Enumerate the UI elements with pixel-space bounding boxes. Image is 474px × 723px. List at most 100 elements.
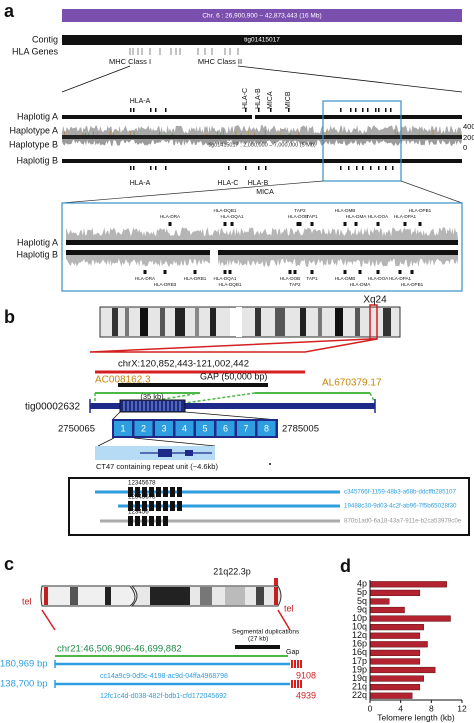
label: Chr. 6 : 26,900,900 – 42,873,443 (16 Mb) xyxy=(202,13,321,20)
haplotig-bar xyxy=(62,115,252,119)
gene-tick xyxy=(245,166,247,170)
label: Haplotig B xyxy=(16,249,58,259)
label: MICA xyxy=(256,189,274,196)
connector xyxy=(41,609,56,631)
bar xyxy=(369,641,428,648)
exon xyxy=(185,450,193,456)
y-tick-label: 5p xyxy=(357,587,367,597)
repeat-unit xyxy=(170,501,175,511)
band xyxy=(44,587,48,605)
gene-tick xyxy=(163,270,167,274)
label: Haplotig A xyxy=(17,111,58,121)
gene-tick xyxy=(362,108,364,112)
gene-tick xyxy=(375,108,377,112)
connector xyxy=(184,411,279,421)
label: 12345678 xyxy=(128,480,156,487)
panel-label: a xyxy=(4,1,15,21)
band xyxy=(230,308,238,336)
label: 2 xyxy=(141,423,146,433)
gene-tick xyxy=(376,222,380,226)
connector xyxy=(369,392,376,404)
repeat-unit xyxy=(142,501,147,511)
y-tick-label: 16q xyxy=(352,647,367,657)
label: chr21:46,506,906-46,699,882 xyxy=(57,644,182,655)
repeat-unit xyxy=(163,516,168,526)
gene-tick xyxy=(150,166,152,170)
label: Haplotig A xyxy=(17,237,58,247)
x-tick-label: 12 xyxy=(457,703,467,713)
gene-tick xyxy=(133,166,135,170)
gene-tick xyxy=(355,108,357,112)
label: HLA-DRB3 xyxy=(154,282,177,287)
telomere xyxy=(297,680,299,688)
repeat-unit xyxy=(163,501,168,511)
gene-tick xyxy=(133,108,135,112)
gene-tick xyxy=(143,270,147,274)
label: HLA-DRA xyxy=(135,276,156,281)
gene-tick xyxy=(348,166,350,170)
gene-tick xyxy=(150,108,152,112)
label: AL670379.17 xyxy=(322,378,382,389)
gene-tick xyxy=(392,166,394,170)
label: 21q22.3p xyxy=(213,566,251,576)
label: Haplotype A xyxy=(9,125,58,135)
label: GAP (50,000 bp) xyxy=(200,371,267,381)
repeat-unit xyxy=(156,487,161,497)
panel-label: b xyxy=(4,307,15,327)
y-tick-label: 17p xyxy=(352,656,367,666)
haplotig-bar xyxy=(66,250,210,255)
coverage xyxy=(62,125,462,137)
label: 8 xyxy=(264,423,269,433)
label: (27 kb) xyxy=(248,636,268,643)
band xyxy=(210,308,216,336)
label: 12fc1c4d-d038-482f-bdb1-cfd172045692 xyxy=(100,693,227,700)
gene-tick xyxy=(343,270,347,274)
y-tick-label: 12q xyxy=(352,630,367,640)
gene-tick xyxy=(270,108,272,112)
gene-tick xyxy=(296,222,300,226)
label: HLA-DRA xyxy=(160,214,181,219)
coverage xyxy=(66,255,210,267)
gene-tick xyxy=(223,270,227,274)
label: HLA-DOA xyxy=(368,214,389,219)
bar xyxy=(369,624,424,631)
connector xyxy=(184,392,256,404)
bar xyxy=(369,598,390,605)
band xyxy=(125,308,129,336)
label: HLA-B xyxy=(248,180,269,187)
gene-tick xyxy=(258,108,260,112)
label: 9108 xyxy=(296,670,316,680)
label: HLA-C xyxy=(217,180,238,187)
label: HLA-DRB1 xyxy=(184,276,207,281)
gene-tick xyxy=(370,166,372,170)
x-tick-label: 0 xyxy=(368,703,373,713)
band-marker xyxy=(274,578,278,588)
repeat-unit xyxy=(142,487,147,497)
label: 19488c30-9d03-4c2f-ab96-7f5b65028f30 xyxy=(344,503,457,510)
repeat-unit xyxy=(134,421,153,436)
label: 5 xyxy=(202,423,207,433)
repeat-unit xyxy=(114,421,132,436)
gene-tick xyxy=(385,108,387,112)
gene-tick xyxy=(340,108,342,112)
bar xyxy=(369,692,413,699)
band xyxy=(275,308,285,336)
connector xyxy=(111,411,121,421)
y-tick-label: 5q xyxy=(357,596,367,606)
gene-tick xyxy=(310,270,314,274)
label: Haplotig B xyxy=(16,155,58,165)
label: 180,969 bp xyxy=(0,659,48,670)
band xyxy=(105,587,111,605)
label: MICA xyxy=(267,91,274,109)
label: HLA-B xyxy=(255,88,262,109)
gene-tick xyxy=(230,222,234,226)
connector xyxy=(133,437,216,447)
label: TAP1 xyxy=(306,214,318,219)
repeat-unit xyxy=(142,516,147,526)
band xyxy=(383,308,391,336)
label: HLA-A xyxy=(130,98,151,105)
band xyxy=(300,308,306,336)
label: HLA-DPA1 xyxy=(389,276,412,281)
label: HLA-DPB1 xyxy=(409,208,432,213)
